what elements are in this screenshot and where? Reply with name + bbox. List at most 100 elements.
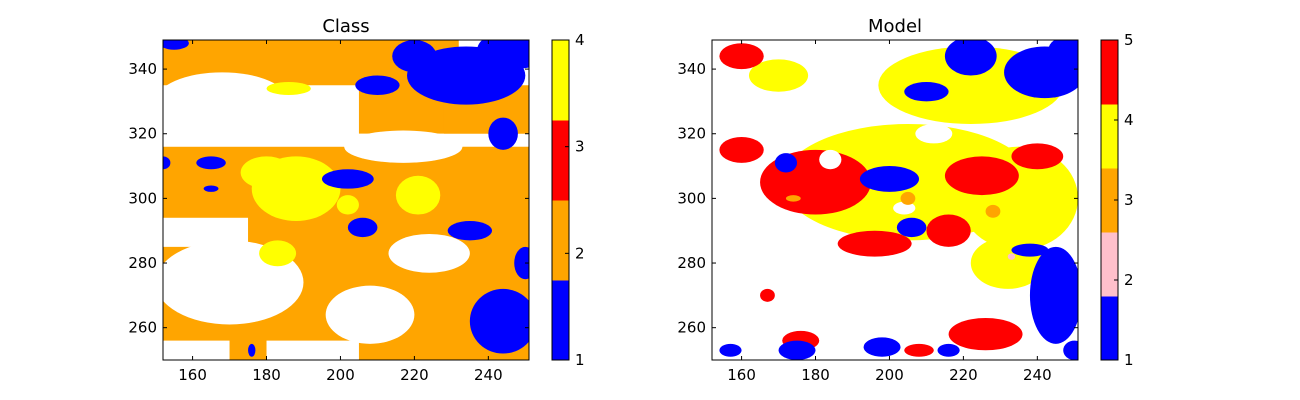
heatmap-region [203, 185, 219, 192]
colorbar-segment [552, 200, 569, 281]
heatmap-region [859, 166, 920, 192]
heatmap-region [1063, 340, 1078, 360]
y-tick-label: 300 [677, 189, 706, 207]
y-tick-label: 260 [128, 319, 157, 337]
chart-title: Model [868, 16, 922, 37]
y-tick-label: 320 [128, 125, 157, 143]
chart-model: Model 160 180 200 220 240 260 280 300 320 340 1 2 3 4 5 [677, 16, 1133, 384]
heatmap-region [388, 233, 470, 273]
heatmap-cells [163, 40, 529, 360]
heatmap-region [347, 217, 378, 238]
x-tick-label: 160 [178, 366, 207, 384]
heatmap-region [395, 175, 441, 215]
colorbar-tick-label: 5 [1124, 31, 1134, 49]
colorbar-frame [551, 39, 570, 361]
axes-frame [711, 39, 1079, 361]
heatmap-region [948, 317, 1023, 351]
y-tick-label: 340 [677, 60, 706, 78]
heatmap-region [915, 124, 953, 144]
chart-title: Class [322, 16, 369, 37]
heatmap-region [325, 285, 415, 344]
heatmap-region [896, 217, 927, 238]
colorbar-tick-label: 4 [575, 31, 585, 49]
y-tick-label: 340 [128, 60, 157, 78]
x-tick-label: 160 [727, 366, 756, 384]
colorbar-segment [1101, 168, 1118, 233]
y-tick-label: 320 [677, 125, 706, 143]
colorbar-segment [1101, 40, 1118, 105]
x-tick-label: 180 [801, 366, 830, 384]
colorbar-tick-label: 3 [1124, 191, 1134, 209]
heatmap-region [1011, 243, 1049, 257]
heatmap-region [336, 195, 359, 215]
colorbar-tick-label: 3 [575, 138, 585, 156]
x-tick-label: 220 [400, 366, 429, 384]
y-tick-label: 280 [128, 254, 157, 272]
heatmap-region [900, 191, 916, 205]
heatmap-region [447, 221, 493, 241]
x-tick-label: 240 [1023, 366, 1052, 384]
colorbar-tick-label: 1 [1124, 351, 1134, 369]
heatmap-region [266, 340, 359, 360]
heatmap-region [1007, 253, 1016, 260]
axes-frame [162, 39, 530, 361]
heatmap-region [469, 288, 529, 354]
heatmap-region [719, 43, 764, 70]
heatmap-region [488, 117, 518, 150]
colorbar-segment [1101, 296, 1118, 361]
x-tick-label: 240 [474, 366, 503, 384]
colorbar-segment [552, 120, 569, 201]
heatmap-region [785, 195, 801, 202]
heatmap-region [926, 214, 971, 247]
heatmap-region [893, 201, 916, 215]
colorbar-tick-label: 4 [1124, 111, 1134, 129]
heatmap-region [163, 217, 249, 247]
heatmap-region [937, 343, 960, 357]
heatmap-region [760, 288, 775, 302]
heatmap-region [477, 40, 529, 70]
heatmap-region [392, 40, 437, 73]
heatmap-region [266, 82, 311, 95]
colorbar-segment [1101, 104, 1118, 169]
heatmap-region [778, 340, 816, 360]
heatmap-region [863, 337, 901, 357]
heatmap-region [1029, 246, 1078, 344]
heatmap-region [774, 153, 798, 173]
heatmap-region [259, 240, 297, 267]
heatmap-region [837, 230, 912, 257]
heatmap-region [248, 343, 256, 357]
chart-class: Class 160 180 200 220 240 260 280 300 320 340 1 2 3 4 [128, 16, 584, 384]
heatmap-region [719, 136, 764, 163]
heatmap-region [748, 59, 809, 92]
heatmap-region [196, 156, 226, 170]
colorbar-tick-label: 1 [575, 351, 585, 369]
heatmap-region [904, 82, 949, 102]
y-tick-label: 260 [677, 319, 706, 337]
y-tick-label: 280 [677, 254, 706, 272]
colorbar-segment [552, 40, 569, 121]
y-tick-label: 300 [128, 189, 157, 207]
heatmap-region [514, 246, 529, 280]
heatmap-region [904, 343, 934, 357]
colorbar-segment [552, 280, 569, 361]
heatmap-region [1011, 143, 1064, 170]
heatmap-region [719, 343, 742, 357]
heatmap-region [944, 40, 997, 76]
heatmap-region [163, 72, 289, 131]
heatmap-region [344, 130, 463, 163]
heatmap-region [321, 169, 374, 189]
heatmap-region [163, 40, 189, 50]
colorbar-tick-label: 2 [1124, 271, 1134, 289]
colorbar-segment [1101, 232, 1118, 297]
heatmap-region [240, 156, 293, 189]
heatmap-region [355, 75, 400, 95]
heatmap-region [1048, 40, 1078, 63]
x-tick-label: 220 [949, 366, 978, 384]
x-tick-label: 180 [252, 366, 281, 384]
x-tick-label: 200 [326, 366, 355, 384]
heatmap-region [985, 204, 1001, 218]
heatmap-region [163, 340, 230, 360]
heatmap-region [944, 156, 1019, 196]
colorbar-tick-label: 2 [575, 244, 585, 262]
